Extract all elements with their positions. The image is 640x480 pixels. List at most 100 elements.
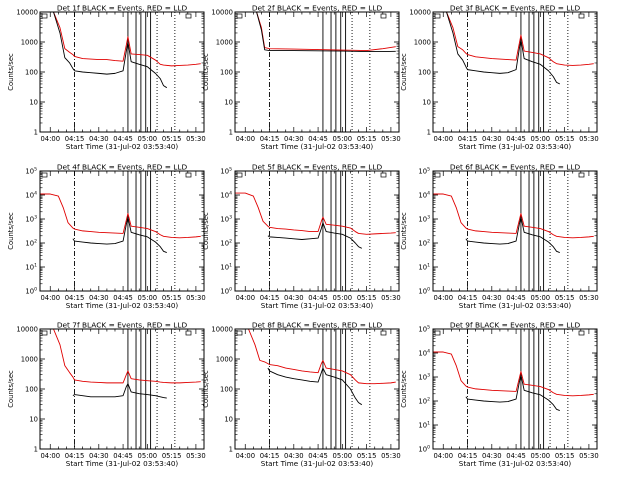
y-tick-label: 103 [418, 215, 430, 224]
x-tick-label: 04:00 [235, 294, 255, 302]
y-tick-label: 1000 [414, 39, 431, 47]
legend-box-left [41, 13, 48, 19]
x-tick-label: 04:00 [40, 294, 60, 302]
y-axis-label: Counts/sec [7, 212, 15, 250]
y-tick-label: 104 [25, 191, 37, 200]
y-tick-label: 100 [220, 386, 233, 394]
x-tick-label: 05:30 [579, 294, 599, 302]
panel-title: Det 8f BLACK = Events, RED = LLD [252, 321, 383, 330]
plot-frame [432, 170, 598, 292]
legend-box-right [578, 172, 585, 178]
x-tick-label: 04:45 [308, 452, 328, 460]
y-tick-label: 100 [25, 386, 38, 394]
y-tick-label: 10000 [211, 9, 233, 17]
x-tick-label: 04:30 [89, 452, 109, 460]
y-tick-label: 10000 [16, 9, 38, 17]
series-lld [433, 193, 594, 239]
y-tick-label: 105 [220, 167, 232, 176]
x-tick-label: 04:45 [506, 135, 526, 143]
legend-box-left [236, 172, 243, 178]
x-tick-label: 05:00 [333, 135, 353, 143]
x-tick-label: 04:45 [113, 294, 133, 302]
y-tick-label: 101 [25, 263, 37, 272]
plot-frame [39, 170, 205, 292]
x-axis-label: Start Time (31-Jul-02 03:53:40) [459, 459, 572, 468]
y-axis-label: Counts/sec [7, 53, 15, 91]
x-tick-label: 05:00 [138, 452, 158, 460]
y-tick-label: 103 [418, 373, 430, 382]
x-tick-label: 04:15 [260, 452, 280, 460]
series-lld [235, 12, 396, 51]
legend-box-left [434, 330, 441, 336]
y-tick-label: 105 [25, 167, 37, 176]
x-tick-label: 04:15 [65, 452, 85, 460]
series-lld [235, 192, 396, 235]
x-tick-label: 04:15 [458, 294, 478, 302]
y-tick-label: 1 [34, 446, 38, 454]
x-tick-label: 04:30 [89, 135, 109, 143]
x-tick-label: 05:15 [555, 135, 575, 143]
legend-box-left [41, 330, 48, 336]
x-tick-label: 04:00 [235, 135, 255, 143]
x-tick-label: 05:15 [555, 452, 575, 460]
legend-box-right [185, 13, 192, 19]
y-tick-label: 1000 [21, 39, 38, 47]
y-tick-label: 102 [418, 397, 430, 406]
x-tick-label: 05:15 [357, 294, 377, 302]
y-tick-label: 1000 [216, 39, 233, 47]
plot-area [40, 171, 201, 291]
y-tick-label: 100 [220, 287, 232, 296]
x-tick-label: 05:00 [531, 294, 551, 302]
y-tick-label: 1 [229, 446, 233, 454]
legend-box-right [380, 13, 387, 19]
y-tick-label: 105 [418, 325, 430, 334]
x-tick-label: 04:15 [65, 294, 85, 302]
y-tick-label: 100 [418, 287, 430, 296]
legend-box-right [578, 330, 585, 336]
x-tick-label: 04:00 [235, 452, 255, 460]
plot-area [40, 12, 201, 132]
series-events [267, 222, 362, 249]
y-tick-label: 10 [224, 416, 233, 424]
panel-title: Det 3f BLACK = Events, RED = LLD [450, 4, 581, 13]
plot-frame [234, 170, 400, 292]
y-tick-label: 105 [418, 167, 430, 176]
plot-area [40, 329, 201, 449]
plot-area [235, 329, 396, 449]
y-tick-label: 103 [220, 215, 232, 224]
y-tick-label: 10 [29, 416, 38, 424]
series-events [465, 216, 560, 253]
y-axis-label: Counts/sec [400, 53, 408, 91]
y-tick-label: 102 [418, 239, 430, 248]
x-tick-label: 05:30 [579, 135, 599, 143]
x-tick-label: 04:00 [433, 294, 453, 302]
x-tick-label: 04:45 [308, 135, 328, 143]
plot-frame [234, 328, 400, 450]
x-tick-label: 05:15 [357, 452, 377, 460]
x-axis-label: Start Time (31-Jul-02 03:53:40) [66, 301, 179, 310]
series-lld [433, 12, 594, 66]
x-tick-label: 05:00 [138, 135, 158, 143]
legend-box-left [41, 172, 48, 178]
y-tick-label: 10000 [16, 326, 38, 334]
x-tick-label: 05:30 [186, 135, 206, 143]
panel-title: Det 5f BLACK = Events, RED = LLD [252, 163, 383, 172]
x-tick-label: 05:30 [186, 452, 206, 460]
panel-det-8: 1 10 100 1000 10000 04:00 04:15 04:30 04:45 05:00… [202, 321, 401, 469]
y-axis-label: Counts/sec [7, 370, 15, 408]
y-tick-label: 10000 [409, 9, 431, 17]
x-tick-label: 05:15 [162, 294, 182, 302]
legend-box-left [236, 330, 243, 336]
legend-box-right [185, 172, 192, 178]
x-tick-label: 04:45 [506, 452, 526, 460]
series-events [433, 12, 560, 85]
x-tick-label: 04:15 [65, 135, 85, 143]
x-tick-label: 05:00 [333, 294, 353, 302]
y-tick-label: 103 [25, 215, 37, 224]
x-tick-label: 05:15 [357, 135, 377, 143]
panel-title: Det 2f BLACK = Events, RED = LLD [252, 4, 383, 13]
x-tick-label: 04:45 [113, 452, 133, 460]
x-tick-label: 04:15 [260, 294, 280, 302]
x-tick-label: 05:30 [381, 452, 401, 460]
